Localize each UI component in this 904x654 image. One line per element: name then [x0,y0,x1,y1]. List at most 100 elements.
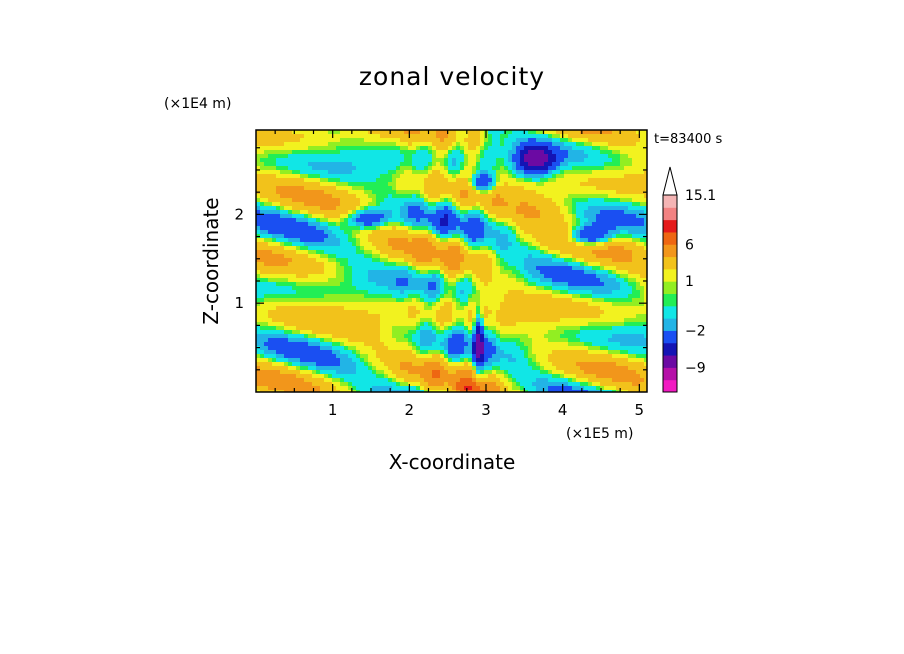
field-cell [500,206,505,211]
field-cell [340,162,345,167]
field-cell [544,274,549,279]
field-cell [468,198,473,203]
field-cell [572,278,577,283]
field-cell [392,298,397,303]
field-cell [500,238,505,243]
field-cell [424,254,429,259]
field-cell [616,222,621,227]
field-cell [492,150,497,155]
field-cell [532,222,537,227]
field-cell [324,258,329,263]
field-cell [644,270,647,275]
field-cell [428,286,433,291]
field-cell [316,146,321,151]
field-cell [416,198,421,203]
field-cell [480,210,485,215]
field-cell [420,194,425,199]
field-cell [520,330,525,335]
field-cell [292,134,297,139]
field-cell [396,186,401,191]
field-cell [360,254,365,259]
field-cell [412,254,417,259]
field-cell [428,198,433,203]
field-cell [308,322,313,327]
field-cell [460,254,465,259]
field-cell [336,234,341,239]
field-cell [336,322,341,327]
field-cell [308,314,313,319]
field-cell [400,242,405,247]
field-cell [636,178,641,183]
field-cell [520,246,525,251]
field-cell [496,314,501,319]
field-cell [456,322,461,327]
field-cell [608,226,613,231]
field-cell [520,282,525,287]
field-cell [572,250,577,255]
field-cell [424,138,429,143]
field-cell [616,166,621,171]
field-cell [372,298,377,303]
field-cell [320,178,325,183]
field-cell [624,158,629,163]
field-cell [304,282,309,287]
field-cell [464,242,469,247]
field-cell [476,174,481,179]
field-cell [300,274,305,279]
field-cell [312,162,317,167]
field-cell [612,270,617,275]
field-cell [592,214,597,219]
field-cell [632,262,637,267]
field-cell [456,282,461,287]
field-cell [572,326,577,331]
field-cell [600,282,605,287]
field-cell [396,270,401,275]
field-cell [360,174,365,179]
field-cell [356,150,361,155]
field-cell [540,278,545,283]
field-cell [564,318,569,323]
field-cell [300,254,305,259]
field-cell [560,190,565,195]
field-cell [372,162,377,167]
field-cell [580,166,585,171]
field-cell [440,158,445,163]
field-cell [628,330,633,335]
field-cell [408,170,413,175]
field-cell [516,234,521,239]
field-cell [584,302,589,307]
field-cell [372,166,377,171]
field-cell [644,298,647,303]
field-cell [344,166,349,171]
field-cell [276,278,281,283]
field-cell [524,134,529,139]
field-cell [432,222,437,227]
field-cell [548,222,553,227]
field-cell [384,246,389,251]
field-cell [384,282,389,287]
field-cell [280,302,285,307]
field-cell [580,282,585,287]
field-cell [572,294,577,299]
field-cell [376,182,381,187]
field-cell [360,298,365,303]
field-cell [284,302,289,307]
field-cell [456,166,461,171]
field-cell [552,162,557,167]
field-cell [284,290,289,295]
field-cell [428,182,433,187]
field-cell [388,278,393,283]
field-cell [548,266,553,271]
field-cell [268,270,273,275]
field-cell [256,166,261,171]
field-cell [348,270,353,275]
field-cell [548,150,553,155]
field-cell [308,170,313,175]
field-cell [416,258,421,263]
field-cell [344,302,349,307]
field-cell [624,326,629,331]
field-cell [636,138,641,143]
field-cell [524,198,529,203]
field-cell [644,174,647,179]
field-cell [644,218,647,223]
